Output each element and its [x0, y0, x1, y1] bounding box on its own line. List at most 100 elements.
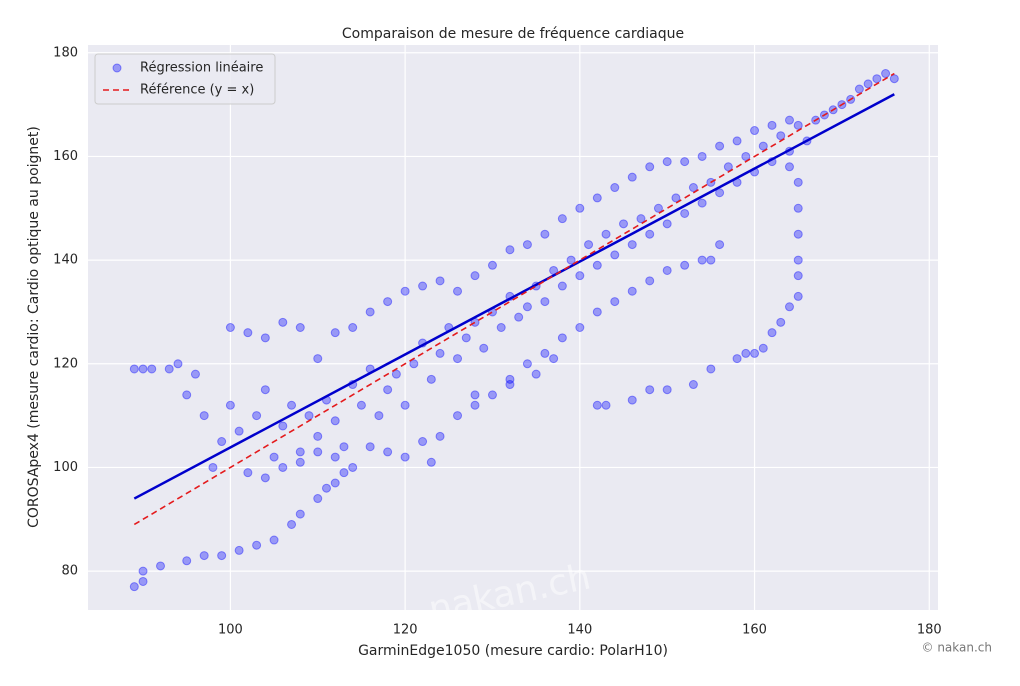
- point: [295, 509, 305, 519]
- point: [854, 84, 864, 94]
- point: [566, 255, 576, 265]
- point: [793, 177, 803, 187]
- point: [758, 343, 768, 353]
- point: [339, 442, 349, 452]
- point: [260, 333, 270, 343]
- y-tick-label: 160: [53, 149, 78, 164]
- y-tick-label: 120: [53, 356, 78, 371]
- point: [252, 540, 262, 550]
- point: [706, 255, 716, 265]
- point: [400, 400, 410, 410]
- point: [383, 385, 393, 395]
- point: [522, 302, 532, 312]
- point: [592, 307, 602, 317]
- point: [715, 240, 725, 250]
- y-tick-label: 100: [53, 460, 78, 475]
- point: [470, 390, 480, 400]
- point: [776, 317, 786, 327]
- point: [680, 260, 690, 270]
- point: [784, 302, 794, 312]
- x-axis-label: GarminEdge1050 (mesure cardio: PolarH10): [358, 643, 668, 659]
- point: [295, 323, 305, 332]
- y-tick-label: 80: [61, 564, 78, 579]
- point: [793, 229, 803, 239]
- point: [383, 447, 393, 457]
- point: [487, 390, 497, 400]
- point: [182, 390, 192, 400]
- point: [767, 120, 777, 130]
- point: [348, 323, 358, 332]
- point: [461, 333, 471, 343]
- point: [348, 462, 358, 472]
- point: [680, 157, 690, 167]
- point: [750, 126, 760, 136]
- point: [252, 411, 262, 421]
- point: [601, 400, 611, 410]
- point: [793, 203, 803, 213]
- legend-box: [94, 53, 276, 105]
- point: [793, 120, 803, 130]
- point: [243, 328, 253, 338]
- point: [715, 188, 725, 198]
- point: [575, 323, 585, 332]
- point: [662, 157, 672, 167]
- point: [575, 271, 585, 281]
- point: [435, 431, 445, 441]
- point: [592, 400, 602, 410]
- point: [522, 359, 532, 369]
- point: [400, 452, 410, 462]
- point: [435, 348, 445, 358]
- point: [313, 431, 323, 441]
- point: [645, 385, 655, 395]
- point: [627, 240, 637, 250]
- point: [784, 162, 794, 172]
- point: [278, 317, 288, 327]
- point: [540, 348, 550, 358]
- point: [601, 229, 611, 239]
- point: [557, 281, 567, 291]
- point: [776, 131, 786, 141]
- point: [295, 447, 305, 457]
- point: [295, 457, 305, 467]
- point: [225, 400, 235, 410]
- point: [453, 411, 463, 421]
- point: [243, 468, 253, 478]
- point: [732, 354, 742, 364]
- point: [435, 276, 445, 286]
- point: [636, 214, 646, 224]
- point: [199, 551, 209, 561]
- legend-swatch: [112, 63, 122, 73]
- point: [540, 229, 550, 239]
- point: [199, 411, 209, 421]
- point: [662, 219, 672, 229]
- point: [557, 214, 567, 224]
- point: [540, 297, 550, 307]
- point: [138, 576, 148, 586]
- point: [400, 286, 410, 296]
- y-tick-label: 180: [53, 45, 78, 60]
- point: [470, 271, 480, 281]
- point: [339, 468, 349, 478]
- point: [260, 473, 270, 483]
- point: [138, 364, 148, 374]
- point: [688, 380, 698, 390]
- point: [234, 545, 244, 555]
- point: [549, 354, 559, 364]
- point: [208, 462, 218, 472]
- point: [872, 74, 882, 84]
- point: [697, 151, 707, 161]
- legend-label: Référence (y = x): [140, 83, 254, 98]
- point: [697, 198, 707, 208]
- point: [767, 328, 777, 338]
- point: [505, 380, 515, 390]
- point: [217, 551, 227, 561]
- point: [715, 141, 725, 151]
- point: [234, 426, 244, 436]
- point: [138, 566, 148, 576]
- point: [147, 364, 157, 374]
- point: [418, 437, 428, 447]
- x-tick-label: 120: [393, 623, 418, 638]
- point: [557, 333, 567, 343]
- point: [610, 297, 620, 307]
- x-tick-label: 140: [567, 623, 592, 638]
